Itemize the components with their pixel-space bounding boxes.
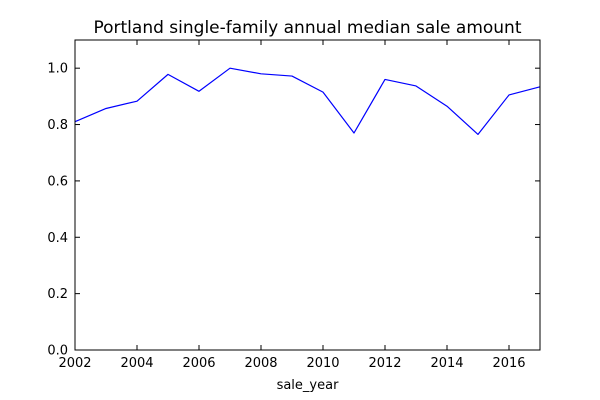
x-tick-label: 2008 <box>244 356 277 371</box>
x-tick-label: 2016 <box>492 356 525 371</box>
y-tick-label: 0.0 <box>47 344 68 359</box>
x-tick-label: 2012 <box>368 356 401 371</box>
y-tick-label: 0.2 <box>47 287 68 302</box>
x-tick-label: 2004 <box>120 356 153 371</box>
chart-title: Portland single-family annual median sal… <box>93 18 521 38</box>
plot-frame <box>74 39 541 351</box>
x-tick-label: 2010 <box>306 356 339 371</box>
y-tick-label: 1.0 <box>47 62 68 77</box>
x-axis-label: sale_year <box>277 378 340 393</box>
plot-area: 2002 2004 2006 2008 2010 2012 2014 2016 0.0 0.2 0.… <box>47 39 541 371</box>
y-tick-label: 0.8 <box>47 118 68 133</box>
y-tick-label: 0.4 <box>47 231 68 246</box>
series-line-0 <box>74 67 541 136</box>
y-tick-label: 0.6 <box>47 174 68 189</box>
x-tick-label: 2002 <box>58 356 91 371</box>
x-tick-label: 2014 <box>430 356 463 371</box>
x-tick-label: 2006 <box>182 356 215 371</box>
